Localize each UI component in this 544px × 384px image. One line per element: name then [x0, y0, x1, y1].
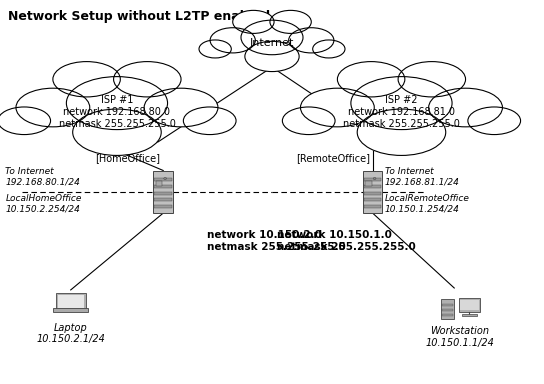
Bar	[363, 171, 382, 213]
Text: ISP #2
network 192.168.81.0
netmask 255.255.255.0: ISP #2 network 192.168.81.0 netmask 255.…	[343, 95, 460, 129]
Text: Laptop
10.150.2.1/24: Laptop 10.150.2.1/24	[36, 323, 105, 344]
Text: [RemoteOffice]: [RemoteOffice]	[296, 153, 370, 163]
Bar	[462, 314, 477, 316]
Ellipse shape	[270, 10, 311, 33]
Circle shape	[373, 177, 376, 179]
Ellipse shape	[289, 28, 334, 53]
Ellipse shape	[199, 40, 231, 58]
Bar	[364, 185, 381, 188]
Ellipse shape	[468, 107, 521, 134]
Ellipse shape	[337, 61, 405, 97]
Ellipse shape	[282, 107, 335, 134]
Text: network 10.150.1.0
netmask 255.255.255.0: network 10.150.1.0 netmask 255.255.255.0	[277, 230, 416, 252]
Ellipse shape	[144, 88, 218, 127]
Ellipse shape	[0, 107, 51, 134]
Bar	[56, 293, 86, 309]
Text: To Internet
192.168.80.1/24: To Internet 192.168.80.1/24	[5, 167, 81, 186]
Ellipse shape	[300, 88, 374, 127]
Bar	[364, 199, 381, 201]
Ellipse shape	[53, 61, 120, 97]
Text: network 10.150.2.0
netmask 255.255.255.0: network 10.150.2.0 netmask 255.255.255.0	[207, 230, 345, 252]
Ellipse shape	[398, 61, 466, 97]
Ellipse shape	[210, 28, 255, 53]
Ellipse shape	[16, 88, 90, 127]
Text: Network Setup without L2TP enabled: Network Setup without L2TP enabled	[8, 10, 270, 23]
Bar	[460, 300, 479, 310]
Bar	[53, 308, 88, 312]
Text: Internet: Internet	[250, 38, 294, 48]
Ellipse shape	[245, 41, 299, 71]
Text: [HomeOffice]: [HomeOffice]	[96, 153, 160, 163]
Bar	[459, 298, 480, 312]
Bar	[58, 295, 84, 308]
Text: LocalRemoteOffice
10.150.1.254/24: LocalRemoteOffice 10.150.1.254/24	[385, 194, 469, 214]
Bar	[441, 299, 454, 319]
Ellipse shape	[73, 109, 161, 156]
Bar	[154, 192, 172, 195]
Ellipse shape	[66, 77, 168, 130]
Bar	[364, 192, 381, 195]
Ellipse shape	[313, 40, 345, 58]
Bar	[442, 309, 453, 311]
Bar	[153, 171, 173, 213]
Bar	[442, 314, 453, 316]
Bar	[154, 205, 172, 208]
Text: LocalHomeOffice
10.150.2.254/24: LocalHomeOffice 10.150.2.254/24	[5, 194, 82, 214]
Ellipse shape	[183, 107, 236, 134]
Text: To Internet
192.168.81.1/24: To Internet 192.168.81.1/24	[385, 167, 460, 186]
Bar	[364, 178, 381, 181]
Bar	[154, 178, 172, 181]
Ellipse shape	[114, 61, 181, 97]
Text: ISP #1
network 192.168.80.0
netmask 255.255.255.0: ISP #1 network 192.168.80.0 netmask 255.…	[59, 95, 175, 129]
Bar	[154, 199, 172, 201]
Ellipse shape	[233, 10, 274, 33]
Ellipse shape	[357, 109, 446, 156]
Text: Workstation
10.150.1.1/24: Workstation 10.150.1.1/24	[425, 326, 494, 348]
Bar	[364, 205, 381, 208]
Bar	[365, 182, 372, 186]
Ellipse shape	[351, 77, 452, 130]
Bar	[154, 185, 172, 188]
Bar	[156, 182, 163, 186]
Ellipse shape	[241, 20, 303, 55]
Circle shape	[164, 177, 166, 179]
Bar	[442, 304, 453, 306]
Ellipse shape	[429, 88, 503, 127]
